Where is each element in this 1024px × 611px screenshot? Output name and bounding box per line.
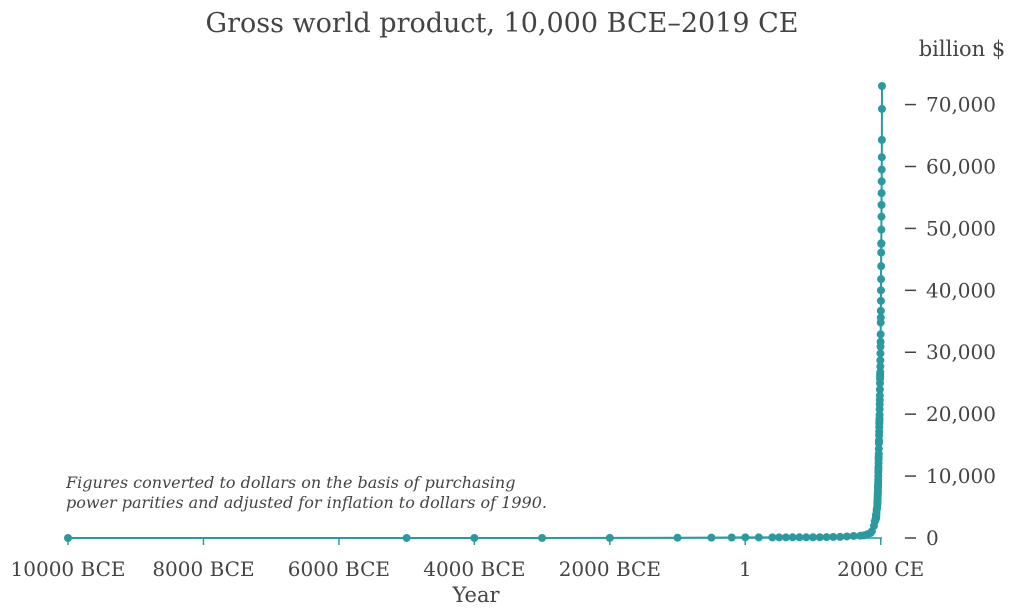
data-point — [673, 533, 682, 542]
y-tick-label: 30,000 — [926, 340, 996, 364]
data-point — [877, 135, 886, 144]
x-axis-ticks: 10000 BCE 8000 BCE 6000 BCE 4000 BCE 2000 BC… — [11, 538, 924, 581]
chart-title: Gross world product, 10,000 BCE–2019 CE — [206, 8, 799, 39]
data-point — [875, 391, 884, 400]
data-point — [741, 533, 750, 542]
x-tick-label: 10000 BCE — [11, 557, 126, 581]
data-point — [877, 248, 886, 257]
data-point — [877, 177, 886, 186]
data-point — [877, 189, 886, 198]
y-tick-label: 20,000 — [926, 402, 996, 426]
data-point — [815, 533, 824, 542]
data-point — [707, 533, 716, 542]
data-point — [538, 533, 547, 542]
data-point — [788, 533, 797, 542]
data-point — [768, 533, 777, 542]
x-tick-label: 4000 BCE — [423, 557, 525, 581]
data-point — [876, 362, 885, 371]
data-point — [876, 313, 885, 322]
y-axis-ticks: 0 10,000 20,000 30,000 40,000 50,000 60,000 70,… — [905, 93, 996, 550]
y-tick-label: 40,000 — [926, 278, 996, 302]
x-tick-label: 8000 BCE — [152, 557, 254, 581]
data-point — [727, 533, 736, 542]
y-tick-label: 0 — [926, 526, 939, 550]
data-points — [64, 82, 886, 542]
data-point — [877, 275, 886, 284]
data-point — [875, 410, 884, 419]
y-tick-label: 70,000 — [926, 93, 996, 117]
y-axis-unit: billion $ — [919, 37, 1006, 61]
data-point — [402, 533, 411, 542]
series-line — [67, 85, 883, 539]
data-point — [842, 532, 851, 541]
data-point — [877, 200, 886, 209]
data-point — [877, 239, 886, 248]
data-point — [795, 533, 804, 542]
data-point — [876, 368, 885, 377]
data-point — [876, 337, 885, 346]
data-point — [877, 212, 886, 221]
data-point — [877, 153, 886, 162]
data-point — [877, 104, 886, 113]
data-point — [64, 533, 72, 542]
y-tick-label: 60,000 — [926, 154, 996, 178]
data-point — [802, 533, 811, 542]
annotation-line-2: power parities and adjusted for inflatio… — [66, 493, 547, 512]
x-tick-label: 2000 CE — [837, 557, 924, 581]
annotation: Figures converted to dollars on the basi… — [65, 473, 547, 512]
data-point — [874, 444, 883, 453]
data-point — [876, 330, 885, 339]
data-point — [876, 296, 885, 305]
y-tick-label: 50,000 — [926, 216, 996, 240]
data-point — [877, 165, 886, 174]
data-point — [754, 533, 763, 542]
annotation-line-1: Figures converted to dollars on the basi… — [65, 473, 515, 492]
y-tick-label: 10,000 — [926, 464, 996, 488]
data-point — [876, 356, 885, 365]
data-point — [605, 533, 614, 542]
data-point — [875, 385, 884, 394]
data-point — [877, 225, 886, 234]
x-tick-label: 6000 BCE — [288, 557, 390, 581]
x-axis-label: Year — [451, 583, 500, 607]
data-point — [849, 531, 858, 540]
data-point — [822, 533, 831, 542]
data-point — [876, 306, 885, 315]
data-point — [876, 286, 885, 295]
data-point — [829, 532, 838, 541]
x-tick-label: 1 — [739, 557, 752, 581]
data-point — [877, 262, 886, 271]
x-tick-label: 2000 BCE — [559, 557, 661, 581]
data-point — [775, 533, 784, 542]
data-point — [836, 532, 845, 541]
data-point — [878, 82, 886, 90]
data-point — [781, 533, 790, 542]
data-point — [808, 533, 817, 542]
data-point — [470, 533, 479, 542]
data-point — [876, 349, 885, 358]
